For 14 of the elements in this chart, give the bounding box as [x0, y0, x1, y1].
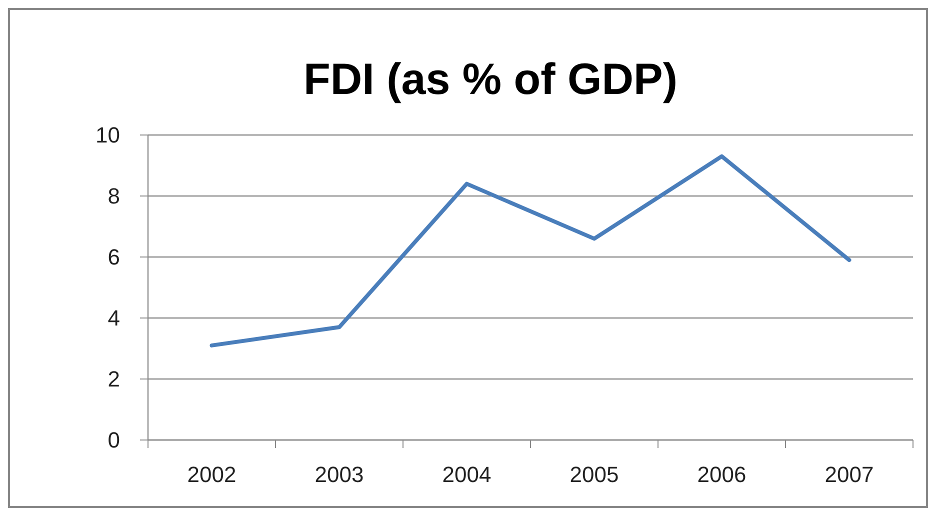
line-series [210, 154, 852, 348]
x-tick-label: 2002 [187, 462, 236, 487]
x-tick-label: 2004 [442, 462, 492, 487]
y-tick-label: 2 [108, 366, 120, 392]
y-tick-label: 8 [108, 184, 120, 209]
x-tick-label: 2005 [570, 462, 619, 487]
x-tick-label: 2003 [314, 462, 364, 487]
y-tick-label: 0 [108, 428, 120, 453]
x-tick-label: 2006 [697, 462, 746, 487]
y-tick-label: 6 [108, 244, 120, 270]
y-tick-label: 4 [108, 306, 120, 331]
chart-title: FDI (as % of GDP) [303, 55, 678, 104]
y-tick-label: 10 [96, 122, 120, 148]
x-tick-label: 2007 [824, 462, 874, 487]
